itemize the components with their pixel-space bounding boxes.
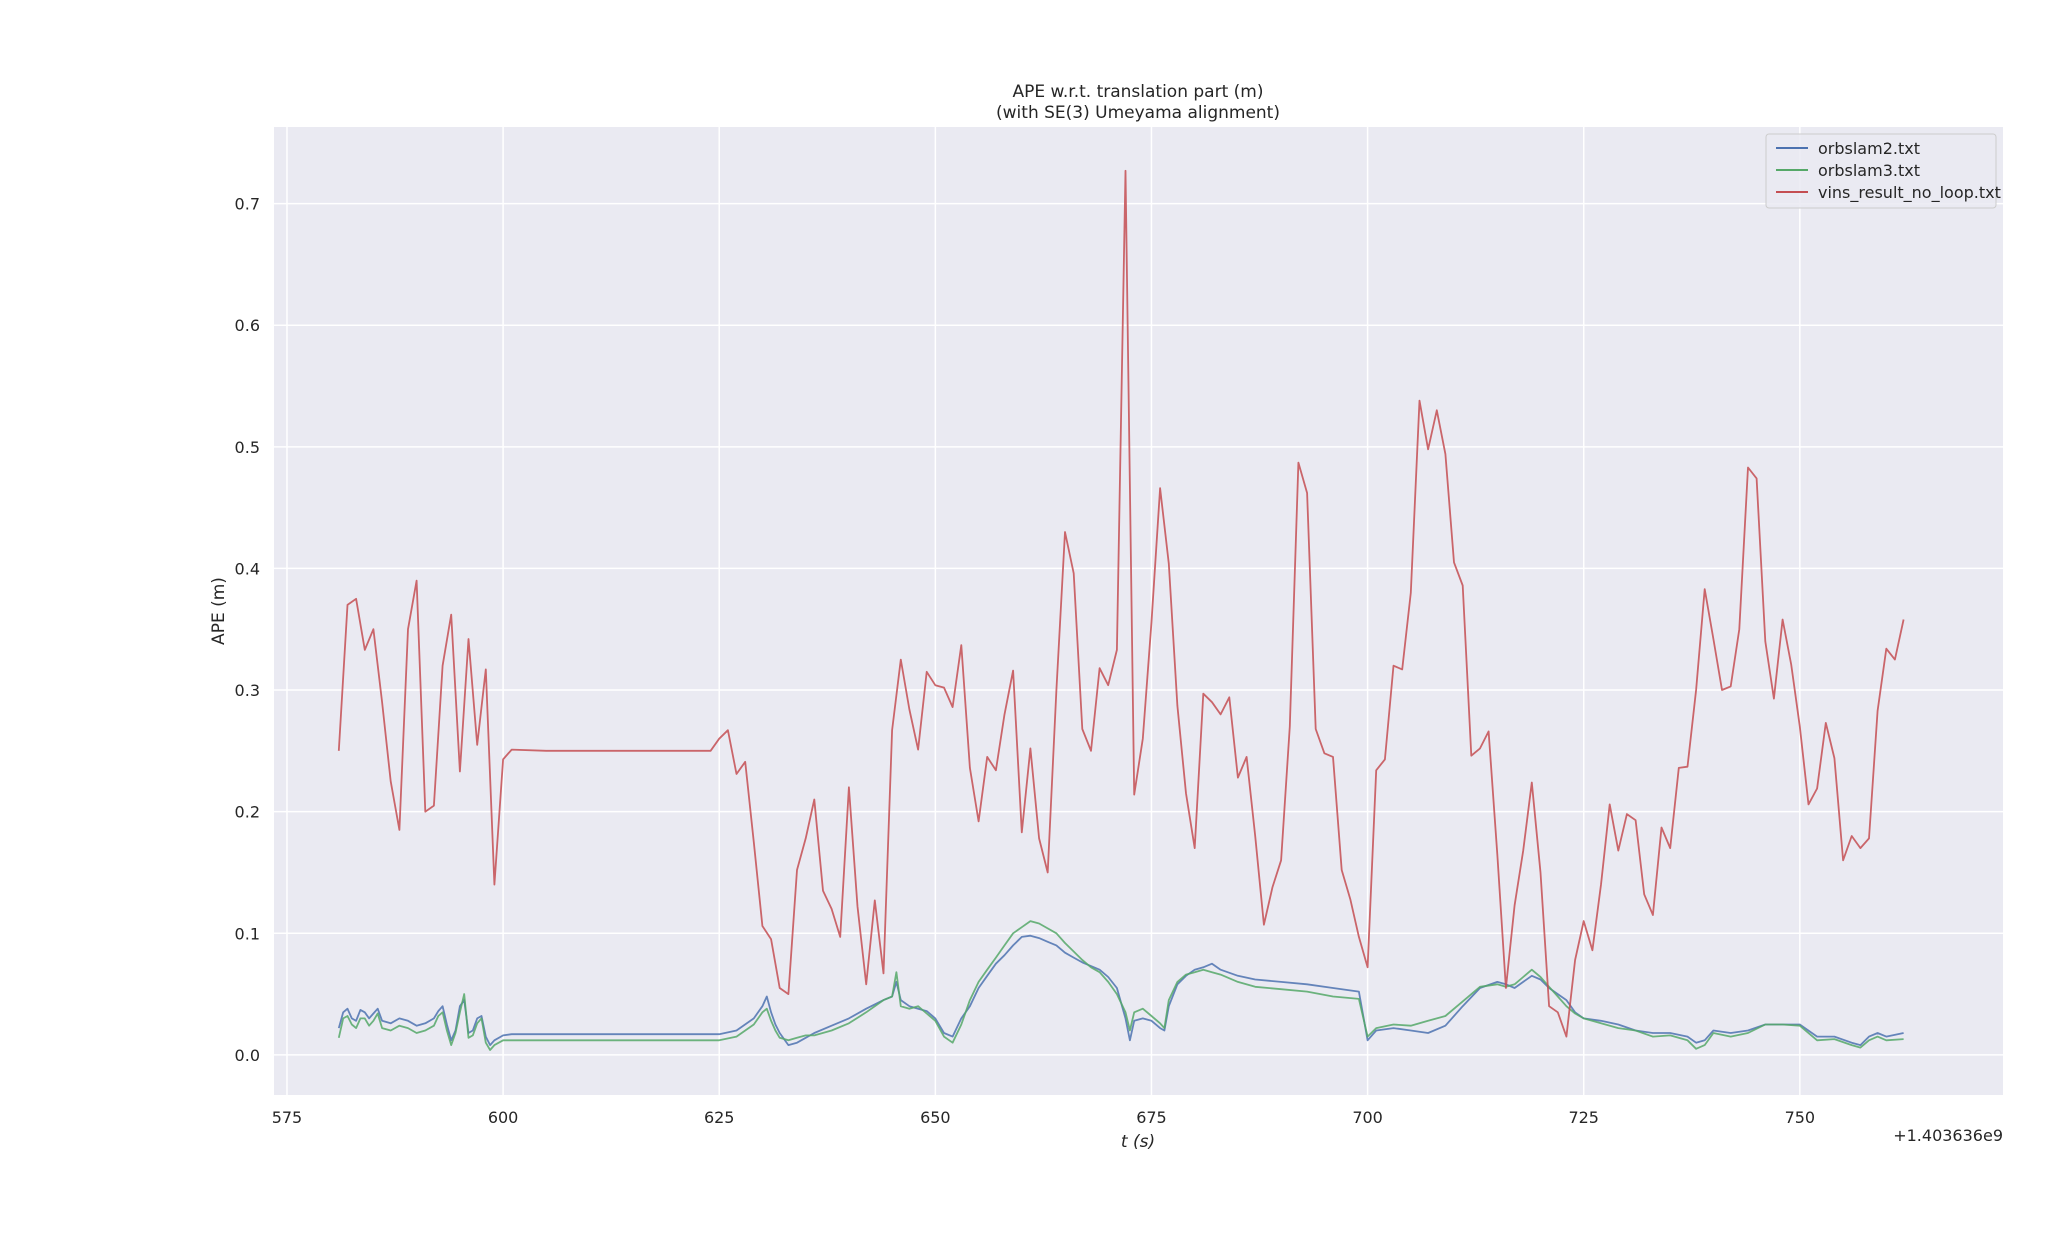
y-tick-label: 0.1 [235, 924, 260, 943]
grid-lines [274, 127, 2003, 1095]
legend: orbslam2.txt orbslam3.txt vins_result_no_l… [1765, 133, 2001, 209]
y-tick-label: 0.2 [235, 803, 260, 822]
plot-area [274, 127, 2003, 1095]
y-tick-label: 0.6 [235, 316, 260, 335]
y-tick-label: 0.7 [235, 195, 260, 214]
tick-labels: 575 600 625 650 675 700 725 750 0.0 0.1 0.2 0.3 0.4 0… [235, 195, 1816, 1127]
y-tick-label: 0.0 [235, 1046, 260, 1065]
y-axis-label: APE (m) [209, 577, 229, 645]
x-offset-label: +1.403636e9 [1893, 1126, 2003, 1145]
legend-label: orbslam3.txt [1818, 161, 1920, 180]
legend-box [1765, 133, 1997, 209]
series-line-2 [337, 169, 1905, 1038]
chart-title: APE w.r.t. translation part (m) [1013, 82, 1264, 102]
series-layer [337, 169, 1905, 1051]
legend-label: vins_result_no_loop.txt [1818, 183, 2001, 203]
series-line-1 [337, 920, 1904, 1051]
x-axis-label: t (s) [1121, 1132, 1155, 1152]
x-tick-label: 675 [1136, 1108, 1167, 1127]
x-tick-label: 650 [920, 1108, 951, 1127]
chart-subtitle: (with SE(3) Umeyama alignment) [996, 103, 1280, 123]
x-tick-label: 700 [1352, 1108, 1383, 1127]
y-tick-label: 0.5 [235, 438, 260, 457]
legend-label: orbslam2.txt [1818, 139, 1920, 158]
x-tick-label: 600 [488, 1108, 519, 1127]
x-tick-label: 575 [272, 1108, 303, 1127]
y-tick-label: 0.4 [235, 559, 260, 578]
y-tick-label: 0.3 [235, 681, 260, 700]
x-tick-label: 750 [1785, 1108, 1816, 1127]
x-tick-label: 725 [1568, 1108, 1599, 1127]
x-tick-label: 625 [704, 1108, 735, 1127]
